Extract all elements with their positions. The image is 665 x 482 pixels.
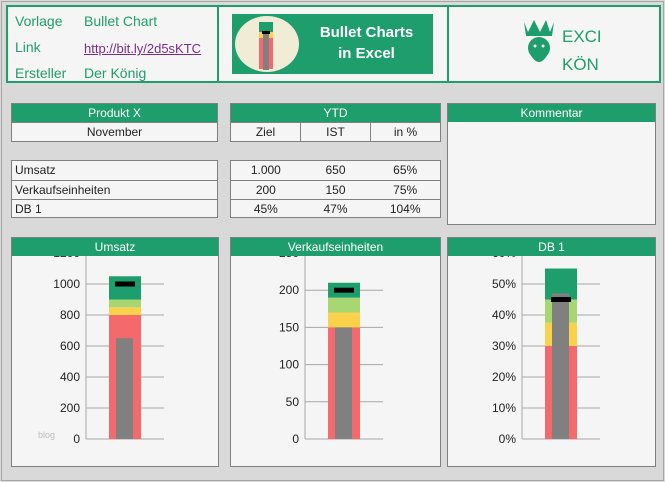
chart-db1: DB 1 0% 10% 20% 30% 40% 50% 60% [447,237,656,467]
product-box: Produkt X November [11,103,218,142]
ziel: 200 [231,180,301,199]
title-banner: Bullet Charts in Excel [232,14,433,74]
kpi-labels: Umsatz Verkaufseinheiten DB 1 [11,160,218,218]
ist: 47% [300,199,371,218]
excel-koenig-logo: EXCEL KÖNIG [524,20,600,74]
tick-label: 1200 [53,256,80,260]
tick-label: 600 [60,339,80,353]
bullet-chart-thumbnail-icon [235,16,299,72]
row-label: Verkaufseinheiten [12,180,217,199]
link-value[interactable]: http://bit.ly/2d5sKTC [84,41,202,56]
band-excellent [109,276,141,300]
vorlage-value: Bullet Chart [84,13,158,29]
chart-verkaufseinheiten: Verkaufseinheiten 0 50 100 150 200 250 [230,237,441,467]
tick-label: 400 [60,370,80,384]
month: November [12,122,217,141]
pct: 65% [393,163,418,177]
tick-label: 50 [286,395,300,409]
tick-label: 20% [492,370,516,384]
ytd-box: YTD Ziel IST in % [230,103,441,142]
chart-title: Verkaufseinheiten [231,238,440,256]
tick-label: 250 [279,256,299,260]
band-good [109,299,141,308]
col-pct: in % [370,122,440,141]
ist: 150 [300,180,371,199]
tick-label: 150 [279,320,299,334]
ytd-title: YTD [231,104,440,122]
actual-bar [116,338,133,439]
ersteller-label: Ersteller [15,65,67,81]
actual-bar [335,327,352,439]
product-title: Produkt X [12,104,217,122]
tick-label: 60% [492,256,516,260]
chart-umsatz: Umsatz 0 200 400 600 800 1000 1200 [11,237,219,467]
tick-label: 100 [279,358,299,372]
chart-svg: 0 200 400 600 800 1000 1200 [53,256,164,446]
chart-svg: 0 50 100 150 200 250 [279,256,383,446]
tick-label: 40% [492,308,516,322]
pct: 75% [370,180,441,199]
tick-label: 200 [279,283,299,297]
ziel: 45% [231,199,301,218]
row-label: Umsatz [15,163,56,177]
actual-bar [552,293,569,439]
link-label: Link [15,39,41,55]
ersteller-value: Der König [84,65,147,81]
ziel: 1.000 [250,163,281,177]
watermark: blog [38,430,56,440]
target-marker [115,281,135,287]
vorlage-label: Vorlage [15,13,63,29]
tick-label: 10% [492,401,516,415]
tick-label: 200 [60,401,80,415]
divider [447,7,449,81]
target-marker [551,297,571,302]
banner-line1: Bullet Charts [319,24,414,41]
tick-label: 50% [492,277,516,291]
tick-label: 1000 [53,277,80,291]
row-label: DB 1 [12,199,217,218]
logo-line2: KÖNIG [562,55,600,74]
band-good [328,297,360,313]
divider [217,7,219,81]
tick-label: 800 [60,308,80,322]
band-fair [109,307,141,315]
band-fair [328,312,360,328]
col-ziel: Ziel [231,122,300,141]
comment-box[interactable]: Kommentar [447,103,656,225]
comment-title: Kommentar [448,104,655,122]
ist: 650 [325,163,346,177]
col-ist: IST [300,122,370,141]
kpi-values: 1.000 650 65% 200 150 75% 45% 47% 104% [230,160,441,218]
tick-label: 0 [73,432,80,446]
chart-svg: 0% 10% 20% 30% 40% 50% 60% [492,256,600,446]
pct: 104% [370,199,441,218]
logo-line1: EXCEL [562,27,600,46]
tick-label: 0 [292,432,299,446]
target-marker [334,287,354,293]
header-area: Vorlage Bullet Chart Link http://bit.ly/… [6,5,661,83]
banner-line2: in Excel [338,45,395,62]
chart-title: Umsatz [12,238,218,256]
chart-title: DB 1 [448,238,655,256]
tick-label: 30% [492,339,516,353]
tick-label: 0% [499,432,517,446]
